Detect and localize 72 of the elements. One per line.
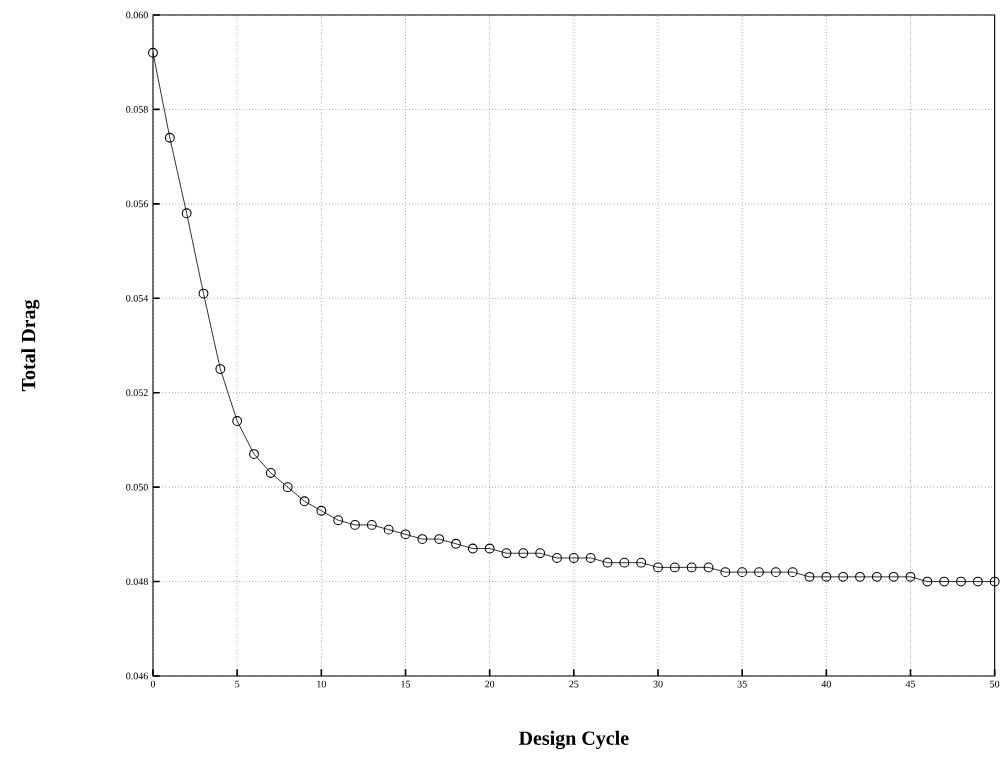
y-tick-label: 0.060: [126, 11, 148, 19]
point: [535, 548, 546, 559]
point: [148, 47, 158, 58]
y-tick-label: 0.052: [126, 389, 148, 397]
point: [989, 576, 1000, 587]
point: [619, 557, 630, 568]
point: [888, 571, 899, 582]
point: [653, 562, 663, 573]
point: [956, 576, 966, 587]
point: [720, 567, 731, 578]
point: [838, 571, 849, 582]
x-tick-label: 0: [150, 680, 156, 688]
point: [232, 416, 243, 426]
point: [821, 571, 832, 582]
point: [164, 132, 175, 143]
point: [754, 567, 764, 578]
point: [282, 482, 293, 493]
point: [249, 449, 259, 460]
point: [198, 288, 209, 299]
y-tick-label: 0.048: [126, 578, 148, 585]
y-tick-label: 0.056: [126, 200, 148, 208]
y-tick-label: 0.050: [126, 483, 148, 491]
y-axis-title: Total Drag: [21, 299, 40, 392]
point: [787, 567, 798, 578]
point: [552, 553, 562, 563]
x-tick-label: 30: [653, 680, 663, 688]
y-tick-label: 0.058: [126, 106, 148, 113]
point: [316, 505, 327, 516]
point: [434, 534, 445, 545]
point: [265, 468, 276, 478]
point: [366, 519, 377, 530]
point: [922, 576, 933, 587]
point: [383, 524, 394, 535]
x-tick-label: 40: [821, 680, 831, 688]
x-tick-label: 15: [401, 680, 411, 688]
x-tick-label: 10: [317, 680, 326, 688]
point: [451, 538, 461, 549]
point: [333, 515, 344, 526]
point: [855, 571, 865, 582]
y-tick-label: 0.054: [126, 294, 149, 302]
point: [871, 571, 882, 582]
point: [467, 543, 478, 554]
point: [299, 496, 310, 507]
point: [636, 557, 647, 568]
point: [518, 548, 529, 559]
point: [484, 543, 495, 554]
x-axis-title: Design Cycle: [518, 730, 629, 750]
point: [669, 562, 680, 573]
point: [602, 557, 613, 568]
point: [350, 519, 360, 530]
point: [686, 562, 697, 573]
point: [501, 548, 512, 559]
y-tick-label: 0.046: [126, 672, 148, 680]
x-tick-label: 45: [905, 680, 916, 688]
x-tick-label: 5: [235, 680, 240, 688]
point: [568, 553, 579, 563]
point: [215, 364, 226, 375]
point: [905, 571, 916, 582]
point: [703, 562, 714, 573]
point: [737, 567, 748, 578]
x-tick-label: 25: [569, 680, 579, 688]
point: [585, 553, 596, 563]
point: [939, 576, 950, 587]
point: [770, 567, 781, 578]
x-tick-label: 20: [485, 680, 495, 688]
x-tick-label: 35: [737, 680, 747, 688]
point: [181, 208, 192, 219]
point: [400, 529, 411, 540]
point: [417, 534, 428, 545]
point: [972, 576, 983, 587]
point: [804, 571, 815, 582]
x-tick-label: 50: [990, 680, 1000, 688]
